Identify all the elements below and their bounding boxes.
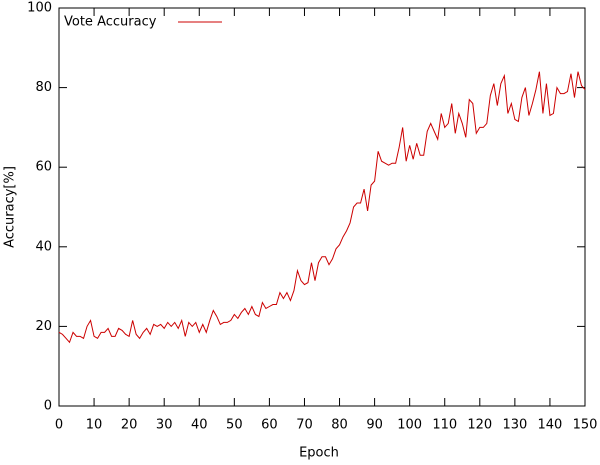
y-tick-label: 100 bbox=[27, 1, 52, 16]
x-tick-label: 70 bbox=[296, 418, 313, 433]
x-tick-label: 140 bbox=[538, 418, 563, 433]
plot-frame bbox=[58, 7, 586, 407]
x-tick-label: 90 bbox=[366, 418, 383, 433]
x-tick-label: 0 bbox=[55, 418, 63, 433]
x-tick-label: 130 bbox=[502, 418, 527, 433]
x-tick-label: 50 bbox=[226, 418, 243, 433]
x-tick-label: 80 bbox=[331, 418, 348, 433]
x-tick-label: 40 bbox=[191, 418, 208, 433]
y-tick-label: 40 bbox=[35, 239, 52, 254]
x-tick-label: 150 bbox=[573, 418, 598, 433]
y-tick-label: 20 bbox=[35, 319, 52, 334]
x-tick-label: 30 bbox=[156, 418, 173, 433]
legend-label: Vote Accuracy bbox=[64, 15, 157, 30]
x-tick-label: 60 bbox=[261, 418, 278, 433]
y-tick-label: 80 bbox=[35, 80, 52, 95]
x-axis-label: Epoch bbox=[299, 446, 339, 461]
y-tick-label: 0 bbox=[44, 399, 52, 414]
y-axis-label: Accuracy[%] bbox=[3, 166, 18, 248]
x-tick-label: 120 bbox=[467, 418, 492, 433]
x-tick-label: 100 bbox=[397, 418, 422, 433]
x-tick-label: 110 bbox=[432, 418, 457, 433]
x-tick-label: 10 bbox=[86, 418, 103, 433]
data-line bbox=[58, 71, 586, 344]
x-tick-label: 20 bbox=[121, 418, 138, 433]
y-tick-label: 60 bbox=[35, 160, 52, 175]
